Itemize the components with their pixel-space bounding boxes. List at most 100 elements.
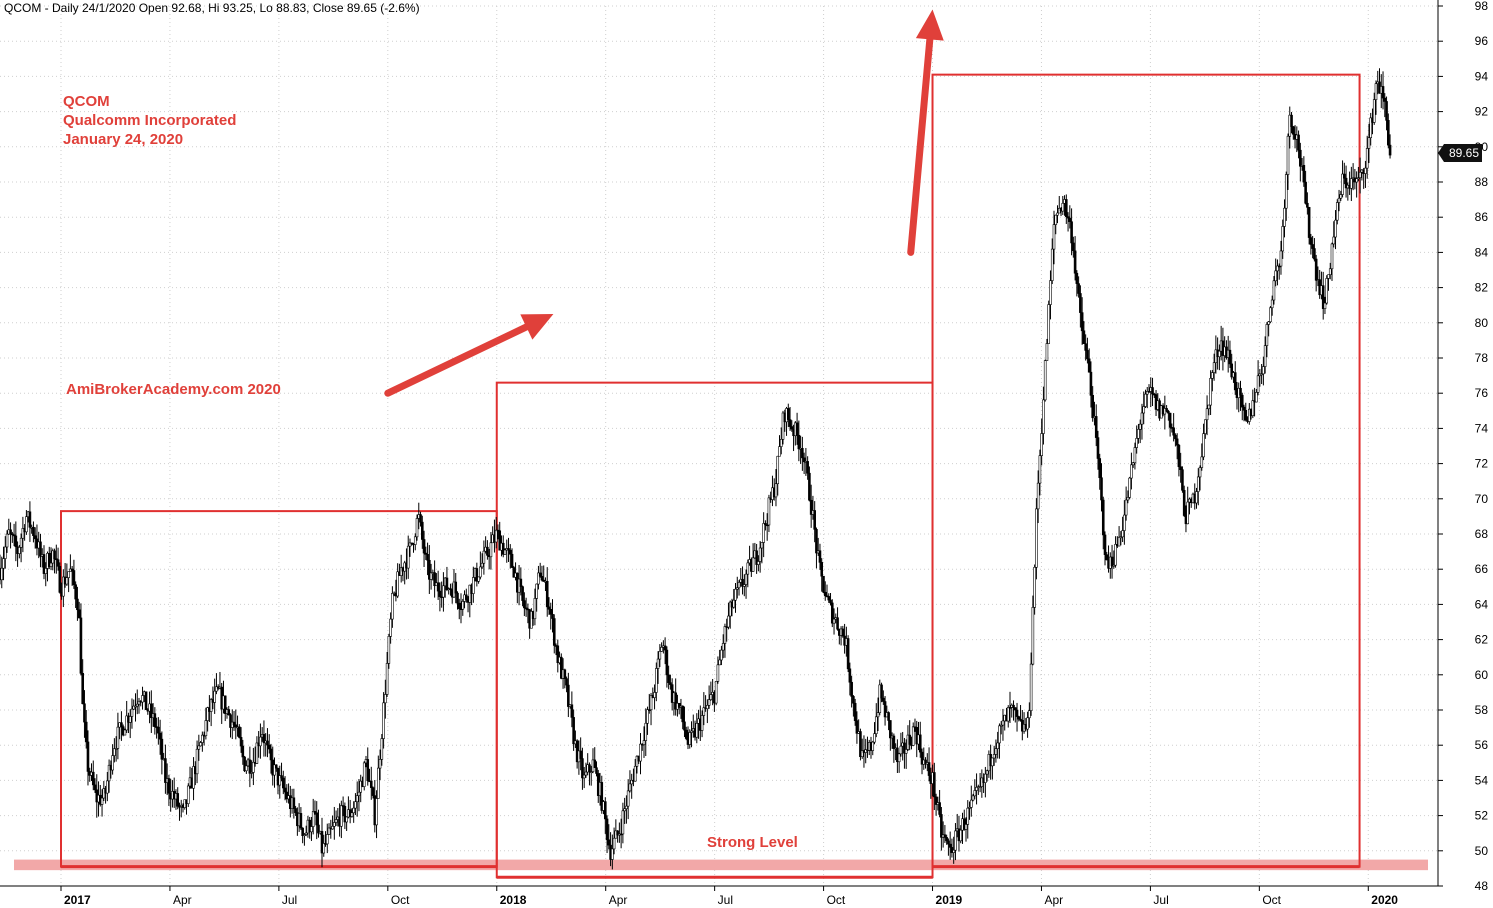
candle-body	[1284, 174, 1288, 209]
y-tick-label: 56	[1475, 738, 1489, 752]
candle-body	[727, 615, 730, 628]
candle-body	[266, 740, 269, 746]
candle-body	[855, 720, 859, 734]
candle-body	[871, 741, 875, 751]
candle-body	[1045, 343, 1049, 361]
candle-body	[1091, 395, 1094, 419]
candle-body	[274, 764, 278, 769]
candle-body	[1036, 482, 1040, 510]
candle-body	[762, 523, 765, 543]
candle-body	[281, 777, 285, 789]
candle-body	[1072, 242, 1075, 252]
candle-body	[737, 582, 741, 589]
range-box	[495, 381, 934, 879]
candle-body	[647, 709, 651, 711]
candle-body	[1286, 135, 1290, 175]
candle-body	[341, 805, 345, 807]
candle-body	[952, 849, 955, 853]
candle-body	[1358, 171, 1362, 179]
x-tick-label: Oct	[391, 893, 410, 907]
candle-body	[887, 712, 890, 721]
y-tick-label: 52	[1475, 809, 1489, 823]
candle-body	[1311, 244, 1314, 249]
candle-body	[79, 617, 83, 674]
candle-body	[167, 778, 171, 794]
y-tick-label: 88	[1475, 175, 1489, 189]
candle-body	[424, 552, 428, 555]
trend-arrow-head	[915, 9, 944, 41]
candle-body	[665, 649, 669, 676]
candle-body	[382, 702, 385, 739]
candle-body	[350, 812, 354, 817]
candle-body	[639, 743, 642, 762]
candle-body	[721, 643, 725, 651]
y-tick-label: 82	[1475, 281, 1489, 295]
candle-body	[619, 833, 623, 836]
candle-body	[806, 461, 809, 474]
candle-body	[644, 722, 648, 741]
candle-body	[1325, 278, 1329, 304]
candle-body	[1105, 554, 1109, 561]
candle-body	[396, 571, 399, 597]
candle-body	[283, 787, 287, 793]
candle-body	[215, 686, 218, 692]
candle-body	[683, 721, 686, 731]
candle-body	[658, 651, 662, 660]
candle-body	[299, 813, 303, 829]
candle-body	[551, 614, 554, 619]
trend-arrows	[384, 9, 944, 397]
candle-body	[873, 733, 876, 743]
candle-body	[1251, 400, 1255, 417]
candle-body	[86, 741, 90, 772]
candle-body	[304, 832, 308, 835]
candle-body	[1019, 718, 1022, 721]
candle-body	[39, 541, 42, 557]
candle-body	[160, 738, 164, 760]
candle-body	[996, 742, 999, 749]
candle-body	[311, 811, 315, 827]
candle-body	[1279, 250, 1283, 267]
candle-body	[626, 790, 630, 807]
candle-body	[940, 814, 943, 838]
candle-body	[1112, 564, 1116, 567]
candle-body	[315, 812, 319, 826]
candle-body	[1202, 433, 1205, 458]
candle-body	[830, 602, 834, 624]
candle-body	[836, 617, 839, 630]
candle-body	[841, 628, 845, 637]
candle-body	[278, 775, 282, 786]
candle-body	[625, 805, 628, 810]
candle-body	[1144, 393, 1147, 407]
y-tick-label: 68	[1475, 527, 1489, 541]
candle-body	[1304, 181, 1307, 204]
x-tick-label: Apr	[609, 893, 628, 907]
candle-body	[656, 658, 660, 669]
candle-body	[123, 729, 127, 736]
candle-body	[934, 796, 938, 805]
candle-body	[1272, 280, 1276, 301]
candle-body	[273, 764, 276, 776]
candle-body	[150, 703, 153, 719]
candle-body	[735, 587, 739, 590]
candle-body	[1334, 219, 1337, 238]
candle-body	[5, 533, 9, 548]
candle-body	[1297, 134, 1300, 151]
candle-body	[70, 568, 74, 571]
candle-body	[433, 572, 436, 587]
candle-body	[1262, 366, 1265, 375]
candle-body	[533, 598, 537, 620]
candle-body	[114, 748, 118, 750]
x-tick-label: 2018	[500, 893, 527, 907]
candle-body	[1168, 412, 1172, 428]
candle-body	[864, 749, 868, 753]
candle-body	[77, 609, 81, 619]
candle-body	[1350, 178, 1353, 189]
candle-body	[560, 656, 563, 679]
candle-body	[292, 797, 296, 809]
candle-body	[1042, 399, 1045, 434]
candle-body	[83, 703, 86, 723]
candle-body	[308, 819, 311, 833]
candle-body	[984, 773, 987, 783]
candle-body	[49, 562, 53, 567]
candle-body	[1119, 536, 1123, 539]
